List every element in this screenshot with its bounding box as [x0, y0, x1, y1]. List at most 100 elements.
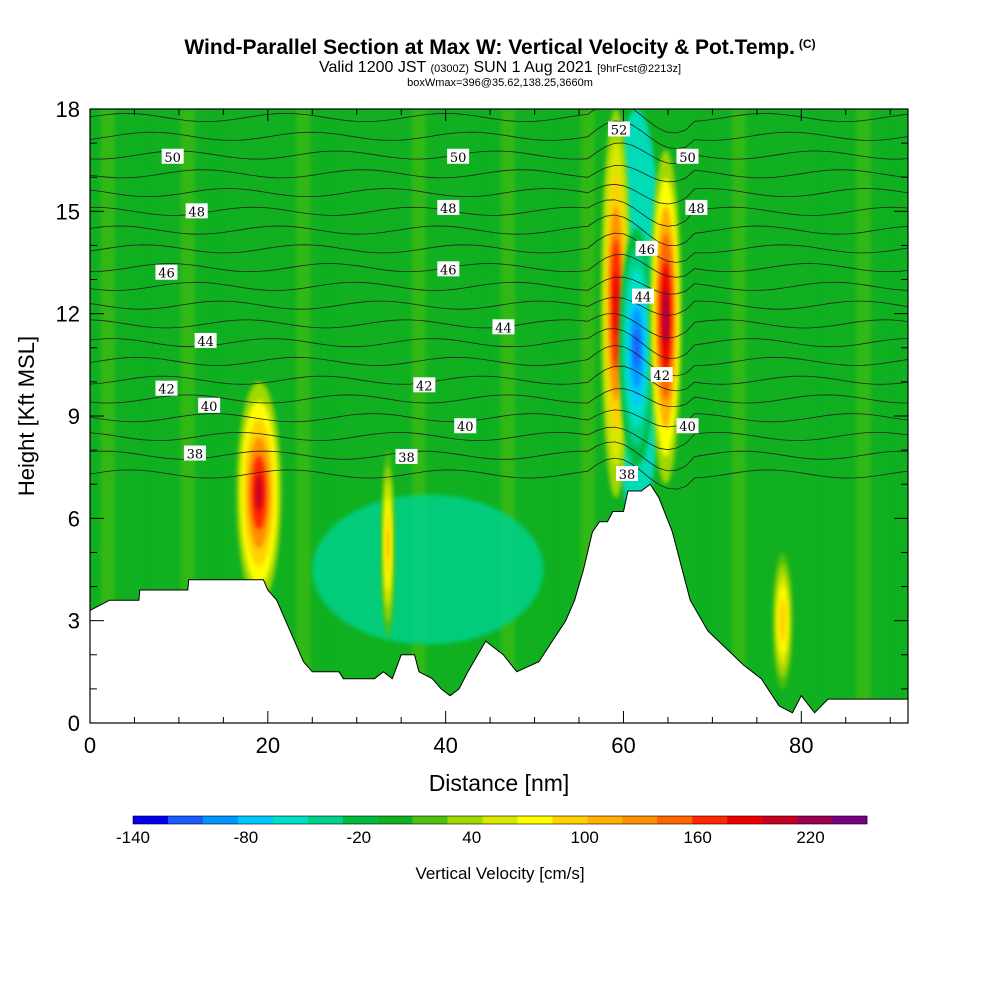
- contour-label-text: 48: [440, 202, 457, 217]
- velocity-core-updraft-33nm: [386, 528, 389, 560]
- chart-title: Wind-Parallel Section at Max W: Vertical…: [184, 36, 816, 59]
- contour-label-text: 50: [450, 151, 467, 166]
- theta-contour-line: [90, 214, 908, 246]
- field-sink-area: [312, 494, 544, 645]
- contour-label-text: 46: [638, 243, 655, 258]
- theta-contour-line: [90, 254, 908, 278]
- contour-label-box: [155, 264, 178, 280]
- contour-label: 38: [395, 448, 418, 466]
- contour-label: 48: [685, 199, 708, 217]
- y-tick-label: 0: [68, 711, 80, 736]
- contour-label: 48: [437, 199, 460, 217]
- contour-label-text: 40: [201, 400, 218, 415]
- contour-label-box: [635, 240, 658, 256]
- velocity-core-updraft-78nm: [781, 609, 785, 633]
- contour-label-text: 46: [158, 267, 175, 282]
- contour-label: 46: [437, 261, 460, 278]
- box-info: boxWmax=396@35.62,138.25,3660m: [407, 77, 593, 89]
- theta-contour-line: [90, 426, 908, 451]
- colorbar-swatch: [482, 816, 518, 824]
- theta-contour-line: [90, 457, 908, 490]
- contour-label: 40: [198, 397, 221, 415]
- y-tick-label: 12: [56, 302, 80, 327]
- colorbar-swatch: [832, 816, 868, 824]
- theta-contour-line: [90, 120, 908, 150]
- contour-label-box: [492, 319, 515, 335]
- valid-prefix: Valid 1200 JST: [318, 59, 426, 76]
- contour-label-text: 50: [679, 151, 696, 166]
- contour-label-text: 44: [197, 335, 214, 350]
- valid-utc: (0300Z): [430, 63, 469, 75]
- theta-contour-line: [90, 232, 908, 263]
- contour-label-text: 48: [188, 205, 205, 220]
- contour-label-box: [437, 199, 460, 215]
- theta-contour-line: [90, 199, 908, 227]
- contour-label-text: 44: [635, 291, 652, 306]
- colorbar-swatch: [552, 816, 588, 824]
- velocity-core-updraft-19nm: [255, 474, 263, 512]
- x-tick-label: 60: [611, 733, 635, 758]
- contour-label-box: [185, 203, 208, 219]
- contour-label: 42: [650, 367, 673, 384]
- theta-contour-line: [90, 344, 908, 377]
- terrain: [90, 483, 908, 723]
- contour-label-box: [395, 448, 418, 464]
- contour-label-box: [685, 199, 708, 215]
- y-tick-label: 6: [68, 506, 80, 531]
- theta-contour-line: [90, 388, 908, 408]
- contour-label-text: 38: [398, 451, 415, 466]
- colorbar-swatch: [202, 816, 239, 824]
- contour-label: 52: [608, 121, 631, 138]
- contour-label: 44: [632, 288, 655, 306]
- colorbar: -140 -80 -20 40 100 160 220: [116, 815, 868, 847]
- x-tick-label: 20: [256, 733, 280, 758]
- field-streak: [136, 109, 151, 723]
- x-axis-label: Distance [nm]: [429, 770, 570, 796]
- y-tick-label: 9: [68, 404, 80, 429]
- x-tick-label: 0: [84, 733, 96, 758]
- contour-label: 48: [185, 203, 208, 220]
- field-streak: [322, 109, 338, 723]
- contour-label: 42: [413, 377, 436, 394]
- contour-labels: 52 50 50 50 48 48 48 46 46 46 44 44 44 42 42 42 40 40 40 38…: [155, 121, 708, 483]
- colorbar-tick-label: -20: [347, 828, 372, 847]
- field-streak: [883, 109, 898, 723]
- axes: 0 20 40 60 80 0 3 6 9 12 15 18: [56, 97, 908, 758]
- contour-label-box: [437, 261, 460, 277]
- contour-label-box: [183, 445, 206, 461]
- copyright-mark: (C): [798, 37, 816, 51]
- contour-label-text: 40: [679, 420, 696, 435]
- field-streak: [296, 109, 311, 723]
- contour-label-text: 44: [495, 321, 512, 336]
- field-streak: [180, 109, 195, 723]
- contour-label-text: 42: [158, 383, 175, 398]
- theta-contour-line: [90, 409, 908, 428]
- colorbar-title: Vertical Velocity [cm/s]: [415, 864, 585, 883]
- theta-contour-line: [90, 441, 908, 472]
- contour-label-text: 48: [688, 202, 705, 217]
- colorbar-swatch: [447, 816, 483, 824]
- colorbar-frame: [132, 815, 868, 825]
- forecast-info: [9hrFcst@2213z]: [597, 63, 682, 75]
- contour-label: 44: [194, 332, 217, 350]
- colorbar-swatch: [727, 816, 763, 824]
- contour-label-text: 42: [416, 379, 433, 394]
- y-tick-label: 15: [56, 199, 80, 224]
- contour-label-text: 46: [440, 263, 457, 278]
- colorbar-swatch: [167, 816, 204, 824]
- colorbar-tick-label: 160: [683, 828, 711, 847]
- colorbar-swatch: [412, 816, 448, 824]
- contour-label-box: [454, 418, 477, 434]
- colorbar-swatch: [377, 816, 413, 824]
- colorbar-swatch: [342, 816, 378, 824]
- colorbar-swatch: [307, 816, 344, 824]
- contour-label-text: 50: [164, 151, 181, 166]
- contour-label: 38: [183, 445, 206, 463]
- contour-label-box: [413, 377, 436, 393]
- colorbar-swatch: [133, 816, 169, 824]
- field-streak: [811, 109, 827, 723]
- contour-label: 40: [676, 418, 699, 435]
- contour-label-text: 38: [187, 448, 204, 463]
- contour-label-box: [194, 332, 217, 348]
